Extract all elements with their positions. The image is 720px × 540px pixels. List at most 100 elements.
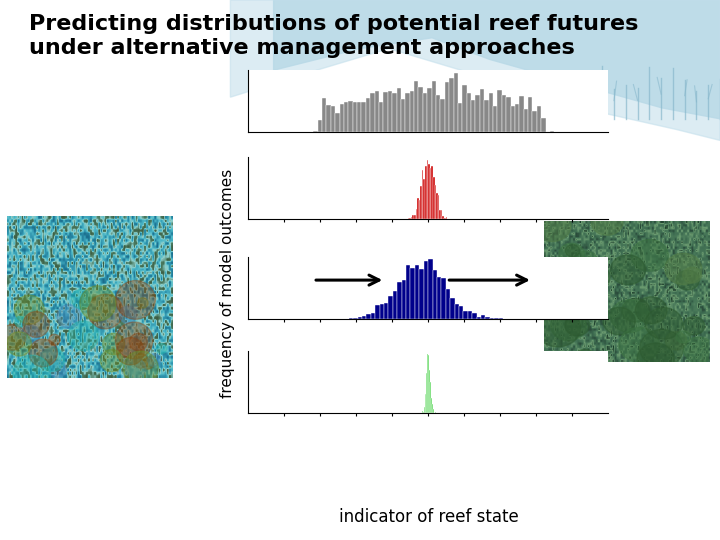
Bar xyxy=(417,198,419,219)
Bar xyxy=(370,92,374,132)
Bar xyxy=(413,214,414,219)
Circle shape xyxy=(565,245,580,257)
Circle shape xyxy=(125,359,146,379)
Bar xyxy=(519,96,523,132)
Circle shape xyxy=(591,208,623,235)
Bar xyxy=(506,97,510,132)
Bar xyxy=(366,98,370,132)
Bar xyxy=(471,100,475,132)
Circle shape xyxy=(142,358,153,369)
Bar xyxy=(472,313,477,319)
Bar xyxy=(322,98,326,132)
Circle shape xyxy=(559,244,585,265)
Circle shape xyxy=(535,308,580,347)
Circle shape xyxy=(565,315,590,336)
Bar xyxy=(459,306,464,319)
Bar xyxy=(444,218,446,219)
Bar xyxy=(454,73,458,132)
Bar xyxy=(523,109,528,132)
Circle shape xyxy=(68,321,99,350)
Bar xyxy=(405,93,410,132)
Bar xyxy=(537,105,541,132)
Bar xyxy=(432,404,433,413)
Text: Predicting distributions of potential reef futures
under alternative management : Predicting distributions of potential re… xyxy=(29,14,638,58)
Circle shape xyxy=(531,292,564,320)
Bar xyxy=(477,317,481,319)
Bar xyxy=(450,298,454,319)
Bar xyxy=(528,97,533,132)
Bar xyxy=(485,317,490,319)
Bar xyxy=(425,394,426,413)
Bar xyxy=(464,310,468,319)
Circle shape xyxy=(88,294,123,329)
Bar xyxy=(335,113,340,132)
Bar xyxy=(313,131,318,132)
Bar xyxy=(379,303,384,319)
Circle shape xyxy=(575,349,595,367)
Bar xyxy=(422,410,423,413)
Text: indicator of reef state: indicator of reef state xyxy=(338,509,518,526)
Circle shape xyxy=(684,337,714,363)
Circle shape xyxy=(603,307,635,335)
Bar xyxy=(438,195,439,219)
Bar xyxy=(502,96,506,132)
Circle shape xyxy=(49,334,60,346)
Circle shape xyxy=(23,312,49,338)
Circle shape xyxy=(123,351,158,386)
Bar xyxy=(410,268,415,319)
Circle shape xyxy=(6,332,32,356)
Bar xyxy=(415,209,417,219)
Bar xyxy=(454,303,459,319)
Polygon shape xyxy=(274,0,720,119)
Circle shape xyxy=(80,286,116,321)
Bar xyxy=(441,99,445,132)
Circle shape xyxy=(619,328,660,362)
Bar xyxy=(389,296,393,319)
Circle shape xyxy=(573,251,598,272)
Circle shape xyxy=(534,210,571,241)
Circle shape xyxy=(49,360,66,377)
Circle shape xyxy=(71,289,91,309)
Circle shape xyxy=(15,316,26,327)
Bar xyxy=(441,278,446,319)
Circle shape xyxy=(544,261,569,282)
Circle shape xyxy=(645,308,683,339)
Circle shape xyxy=(533,275,561,299)
Bar xyxy=(411,217,413,219)
Bar xyxy=(462,85,467,132)
Bar xyxy=(468,310,472,319)
Bar xyxy=(427,159,428,219)
Bar xyxy=(409,218,411,219)
Bar xyxy=(318,120,322,132)
Bar xyxy=(420,186,422,219)
Bar xyxy=(357,102,361,132)
Bar xyxy=(431,397,432,413)
Bar xyxy=(515,104,519,132)
Circle shape xyxy=(13,355,50,392)
Bar xyxy=(436,193,438,219)
Circle shape xyxy=(115,322,153,359)
Bar xyxy=(402,280,406,319)
Circle shape xyxy=(580,264,610,289)
Circle shape xyxy=(637,343,675,375)
Bar xyxy=(423,261,428,319)
Bar xyxy=(383,92,388,132)
Bar xyxy=(427,88,431,132)
Bar xyxy=(406,266,410,319)
Bar xyxy=(410,91,414,132)
Bar xyxy=(489,93,493,132)
Bar xyxy=(431,80,436,132)
Bar xyxy=(408,218,409,219)
Circle shape xyxy=(21,325,40,343)
Circle shape xyxy=(0,325,26,350)
Bar xyxy=(419,200,420,219)
Bar xyxy=(430,168,431,219)
Bar xyxy=(437,278,441,319)
Bar xyxy=(449,78,454,132)
Bar xyxy=(442,215,444,219)
Bar xyxy=(493,106,498,132)
Bar xyxy=(422,170,423,219)
Circle shape xyxy=(119,306,137,323)
Bar xyxy=(541,118,546,132)
Circle shape xyxy=(138,298,148,308)
